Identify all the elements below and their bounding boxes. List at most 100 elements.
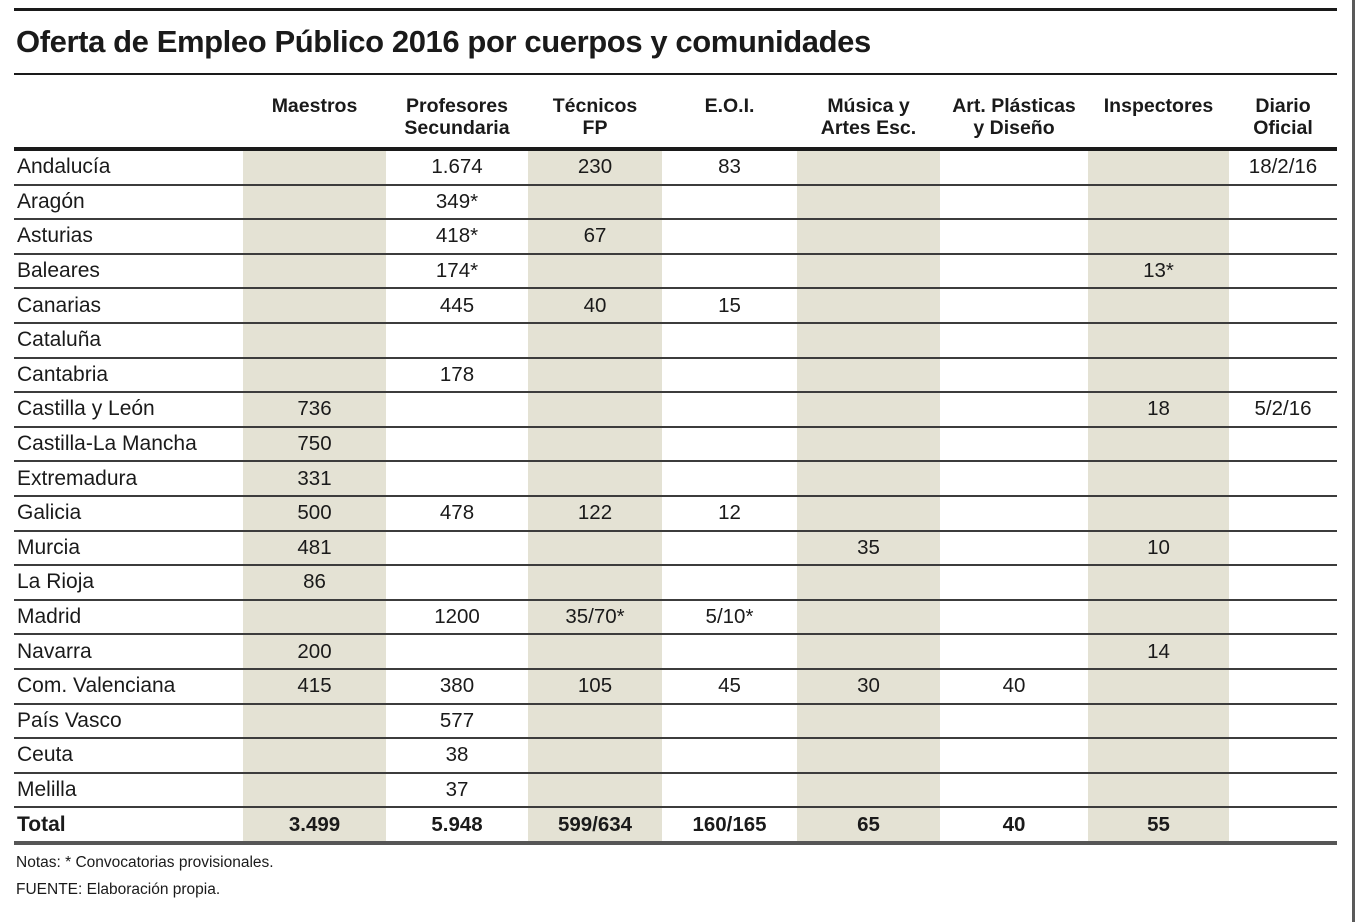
value-cell: [1229, 253, 1337, 290]
table-header: Maestros Profesores Secundaria Técnicos FP…: [14, 75, 1337, 151]
value-cell: 18: [1088, 392, 1229, 428]
value-cell: 736: [243, 392, 386, 428]
table-body: Andalucía 1.674 230 83 18/2/16 Aragón 349* Astu…: [14, 149, 1337, 845]
value-cell: [243, 772, 386, 809]
table-row: Cataluña: [14, 322, 1337, 359]
value-cell: 12: [662, 495, 797, 532]
table-row: Extremadura 331: [14, 461, 1337, 497]
value-cell: [1229, 634, 1337, 670]
region-cell: Madrid: [14, 599, 243, 636]
value-cell: [1229, 599, 1337, 636]
value-cell: [528, 357, 662, 394]
value-cell: [662, 530, 797, 567]
total-row: Total 3.499 5.948 599/634 160/165 65 40 55: [14, 807, 1337, 845]
value-cell: 30: [797, 668, 940, 705]
value-cell: 5/10*: [662, 599, 797, 636]
value-cell: [662, 461, 797, 497]
column-header: Maestros: [243, 75, 386, 151]
value-cell: [243, 219, 386, 255]
value-cell: [1229, 184, 1337, 221]
value-cell: [662, 253, 797, 290]
value-cell: [797, 634, 940, 670]
region-cell: Extremadura: [14, 461, 243, 497]
value-cell: 230: [528, 149, 662, 186]
value-cell: [528, 392, 662, 428]
value-cell: 83: [662, 149, 797, 186]
value-cell: 5/2/16: [1229, 392, 1337, 428]
value-cell: [528, 738, 662, 774]
value-cell: [386, 426, 528, 463]
value-cell: 500: [243, 495, 386, 532]
region-cell: Andalucía: [14, 149, 243, 186]
value-cell: [797, 253, 940, 290]
value-cell: [528, 322, 662, 359]
table-row: Baleares 174* 13*: [14, 253, 1337, 290]
value-cell: 35/70*: [528, 599, 662, 636]
value-cell: [940, 772, 1088, 809]
page-edge-rule: [1352, 0, 1355, 922]
value-cell: [1229, 807, 1337, 845]
value-cell: [1088, 426, 1229, 463]
value-cell: 14: [1088, 634, 1229, 670]
value-cell: [386, 392, 528, 428]
table-row: Aragón 349*: [14, 184, 1337, 221]
value-cell: [1229, 322, 1337, 359]
value-cell: [528, 634, 662, 670]
value-cell: 3.499: [243, 807, 386, 845]
value-cell: [1229, 357, 1337, 394]
region-cell: Melilla: [14, 772, 243, 809]
region-column-header: [14, 75, 243, 151]
value-cell: [1229, 288, 1337, 324]
value-cell: [797, 703, 940, 740]
value-cell: [940, 634, 1088, 670]
value-cell: [1229, 668, 1337, 705]
column-header: Art. Plásticas y Diseño: [940, 75, 1088, 151]
value-cell: [1229, 495, 1337, 532]
value-cell: [1229, 738, 1337, 774]
value-cell: [243, 184, 386, 221]
region-cell: Ceuta: [14, 738, 243, 774]
value-cell: 15: [662, 288, 797, 324]
table-row: Asturias 418* 67: [14, 219, 1337, 255]
value-cell: [797, 565, 940, 601]
value-cell: [797, 392, 940, 428]
table-row: Navarra 200 14: [14, 634, 1337, 670]
table-row: Galicia 500 478 122 12: [14, 495, 1337, 532]
table-row: Castilla-La Mancha 750: [14, 426, 1337, 463]
top-rule: [14, 8, 1337, 11]
region-cell: País Vasco: [14, 703, 243, 740]
region-cell: Castilla-La Mancha: [14, 426, 243, 463]
value-cell: [940, 599, 1088, 636]
table-row: Cantabria 178: [14, 357, 1337, 394]
value-cell: [940, 565, 1088, 601]
value-cell: [1229, 703, 1337, 740]
value-cell: [940, 495, 1088, 532]
value-cell: 122: [528, 495, 662, 532]
table-row: Ceuta 38: [14, 738, 1337, 774]
value-cell: 38: [386, 738, 528, 774]
title-rule: [14, 73, 1337, 75]
value-cell: 445: [386, 288, 528, 324]
value-cell: [1088, 599, 1229, 636]
value-cell: [940, 530, 1088, 567]
table-row: Murcia 481 35 10: [14, 530, 1337, 567]
value-cell: [528, 253, 662, 290]
value-cell: [386, 565, 528, 601]
value-cell: [940, 461, 1088, 497]
value-cell: [940, 288, 1088, 324]
value-cell: 331: [243, 461, 386, 497]
value-cell: [1088, 322, 1229, 359]
column-header: E.O.I.: [662, 75, 797, 151]
value-cell: [797, 184, 940, 221]
value-cell: [1088, 565, 1229, 601]
value-cell: 178: [386, 357, 528, 394]
value-cell: 200: [243, 634, 386, 670]
value-cell: 478: [386, 495, 528, 532]
value-cell: [1088, 668, 1229, 705]
region-cell: Galicia: [14, 495, 243, 532]
table-row: Com. Valenciana 415 380 105 45 30 40: [14, 668, 1337, 705]
region-cell: Com. Valenciana: [14, 668, 243, 705]
table-row: Canarias 445 40 15: [14, 288, 1337, 324]
region-cell: Baleares: [14, 253, 243, 290]
value-cell: [797, 495, 940, 532]
